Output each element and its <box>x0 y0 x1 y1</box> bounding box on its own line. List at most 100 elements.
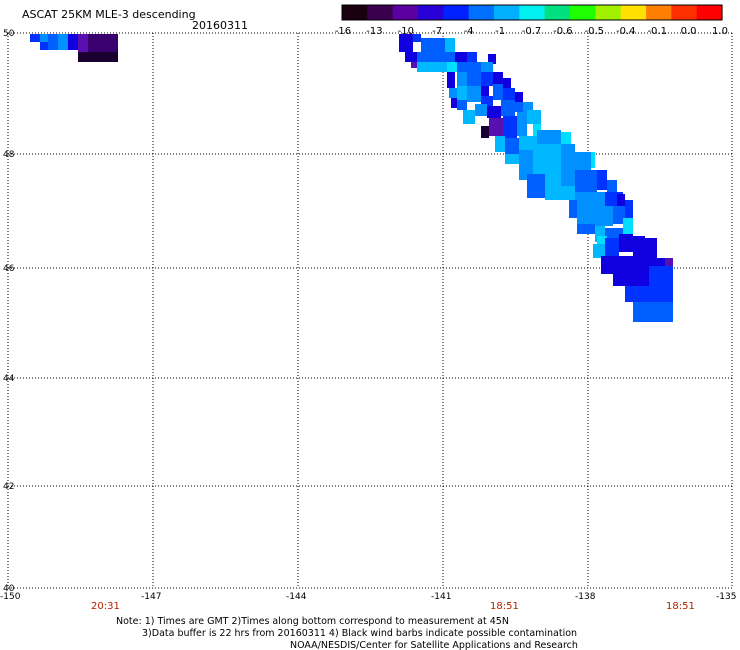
swath-cell <box>619 234 633 252</box>
swath-cell <box>445 38 455 52</box>
colorbar-label: -0.5 <box>585 26 605 37</box>
colorbar-label: -13 <box>366 26 382 37</box>
swath-cell <box>463 110 475 124</box>
swath-cell <box>457 62 481 72</box>
swath-cell <box>40 34 48 42</box>
swath-cell <box>88 34 98 42</box>
colorbar: -16 -13 -10 -7 -4 -1 -0.7 -0.6 -0.5 -0.4 -0.1 0.0 1.… <box>335 4 728 37</box>
swath-cell <box>575 192 605 206</box>
note-line-3: NOAA/NESDIS/Center for Satellite Applica… <box>290 640 578 650</box>
swath-cell <box>665 258 673 268</box>
swath-cell <box>449 88 457 98</box>
swath-cell <box>517 112 527 136</box>
swath-cell <box>98 34 118 42</box>
colorbar-swatch <box>443 5 470 20</box>
swath-cell <box>447 62 457 72</box>
swath-cell <box>593 244 605 258</box>
swath-cell <box>78 42 88 52</box>
note-line-2: 3)Data buffer is 22 hrs from 20160311 4)… <box>142 628 577 639</box>
swath-cell <box>555 186 575 200</box>
swath-cell <box>617 194 625 206</box>
colorbar-swatch <box>570 5 596 20</box>
lat-label-44: 44 <box>3 374 15 384</box>
swath-cell <box>503 88 515 100</box>
lon-label-138: -138 <box>575 592 596 602</box>
colorbar-swatch <box>646 5 672 20</box>
swath-cell <box>58 34 68 42</box>
lon-label-144: -144 <box>286 592 307 602</box>
swath-cell <box>561 144 575 162</box>
swath-cell <box>519 136 537 150</box>
swath-cell <box>595 206 613 226</box>
colorbar-swatch <box>595 5 622 20</box>
swath-cell <box>625 200 633 218</box>
colorbar-swatch <box>620 5 647 20</box>
colorbar-swatch <box>418 5 444 20</box>
pass-time-middle: 18:51 <box>490 601 519 612</box>
colorbar-swatch <box>696 5 723 20</box>
colorbar-swatch <box>367 5 394 20</box>
pass-time-right: 18:51 <box>666 601 695 612</box>
swath-cell <box>597 236 607 246</box>
swath-cell <box>68 42 78 50</box>
swath-cell <box>447 72 455 88</box>
swath-cell <box>633 302 673 322</box>
swath-cell <box>30 34 40 42</box>
swath-cell <box>605 238 619 256</box>
swath-cell <box>613 256 635 272</box>
swath-cell <box>489 118 503 136</box>
swath-cell <box>625 286 639 302</box>
swath-cell <box>475 104 487 116</box>
colorbar-swatch <box>519 5 546 20</box>
swath-cell <box>488 54 496 64</box>
swath-cell <box>591 152 595 168</box>
swath-cell <box>457 86 467 100</box>
swath-cell <box>399 34 413 52</box>
swath-cell <box>503 78 511 88</box>
colorbar-label: -0.6 <box>553 26 573 37</box>
swath-cell <box>501 100 515 116</box>
lat-label-46: 46 <box>3 264 15 274</box>
swath-cell <box>623 218 633 236</box>
colorbar-label: -16 <box>335 26 351 37</box>
swath-cell <box>575 152 591 170</box>
footnotes: Note: 1) Times are GMT 2)Times along bot… <box>116 616 578 650</box>
swath-cell <box>537 130 561 144</box>
lat-label-48: 48 <box>3 150 15 160</box>
swath-cell <box>48 34 58 42</box>
swath-cell <box>413 34 421 42</box>
swath-cell <box>577 206 595 224</box>
lat-labels: 50 48 46 44 42 40 <box>3 29 15 594</box>
swath-cell <box>645 238 657 258</box>
swath-cell <box>457 100 467 110</box>
swath-cell <box>78 34 88 42</box>
swath-cell <box>68 34 78 42</box>
swath-cell <box>417 52 455 62</box>
swath-cell <box>411 62 417 68</box>
colorbar-swatch <box>544 5 571 20</box>
map-title: ASCAT 25KM MLE-3 descending <box>22 8 196 21</box>
colorbar-label: -10 <box>398 26 414 37</box>
colorbar-label: -1 <box>495 26 505 37</box>
swath-cell <box>481 72 493 86</box>
swath-cell <box>78 52 118 62</box>
swath-cell <box>657 286 673 302</box>
colorbar-swatches <box>342 5 723 20</box>
swath-cell <box>597 170 607 190</box>
swath-cell <box>467 86 481 102</box>
colorbar-frame <box>341 4 723 21</box>
colorbar-swatch <box>342 5 368 20</box>
lon-label-150: -150 <box>0 592 21 602</box>
swath-cell <box>613 206 625 224</box>
swath-cell <box>613 272 629 286</box>
swath-cell <box>417 62 447 72</box>
swath-cell <box>481 96 493 106</box>
colorbar-swatch <box>494 5 520 20</box>
lon-labels: -150 -147 -144 -141 -138 -135 <box>0 592 736 602</box>
swath-cell <box>503 116 517 138</box>
swath-cell <box>649 266 673 286</box>
colorbar-label: -0.7 <box>522 26 542 37</box>
swath-cell <box>495 136 505 152</box>
swath-cell <box>527 110 541 124</box>
